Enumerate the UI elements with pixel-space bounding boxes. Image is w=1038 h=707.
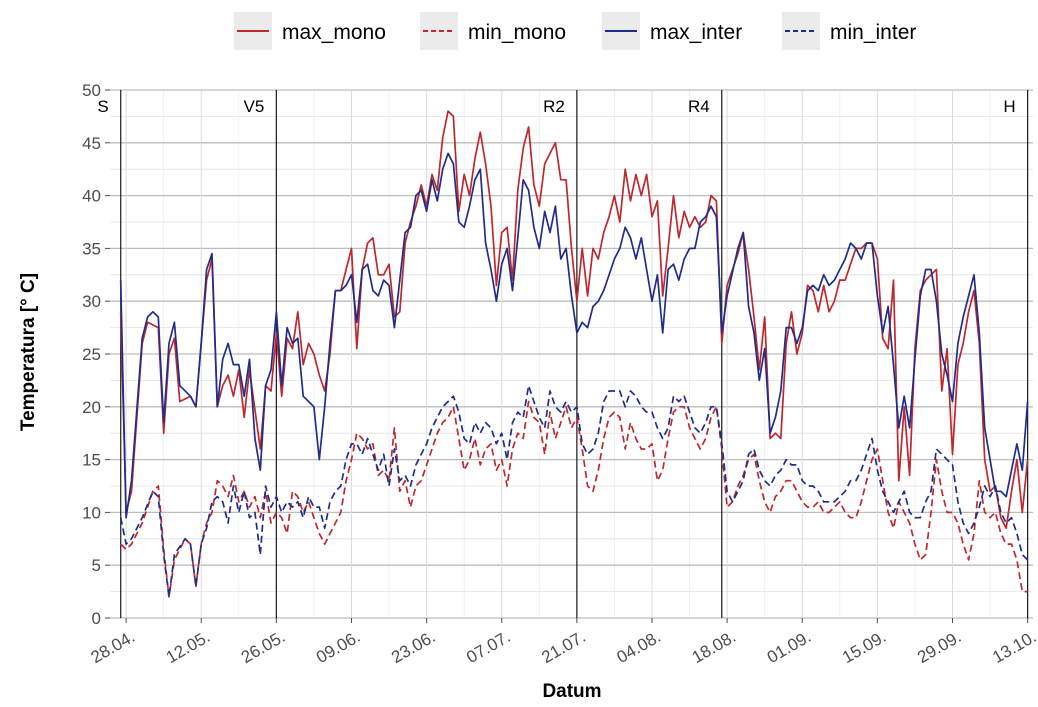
y-tick-label: 45	[82, 134, 101, 153]
series-line-max-mono	[119, 110, 1029, 530]
stage-label: R2	[543, 97, 565, 116]
legend-label: max_mono	[282, 21, 386, 44]
series-line-min-mono	[120, 400, 1028, 598]
y-tick-label: 30	[82, 292, 101, 311]
y-tick-label: 50	[82, 81, 101, 100]
stage-label: S	[97, 97, 108, 116]
stage-label: H	[1003, 97, 1015, 116]
y-tick-label: 15	[82, 451, 101, 470]
stage-label: V5	[244, 97, 265, 116]
y-tick-label: 35	[82, 239, 101, 258]
legend: max_mono min_mono max_inter min_inter	[234, 12, 916, 50]
series-group	[119, 110, 1029, 598]
y-tick-label: 40	[82, 187, 101, 206]
y-tick-label: 20	[82, 398, 101, 417]
x-axis-title: Datum	[542, 681, 601, 702]
stage-label: R4	[688, 97, 710, 116]
y-tick-label: 0	[92, 609, 101, 628]
y-axis-ticks: 0 5 10 15 20 25 30 35 40 45 50	[82, 81, 110, 628]
y-tick-label: 10	[82, 503, 101, 522]
legend-label: min_inter	[830, 21, 916, 44]
stage-lines	[120, 90, 1029, 618]
stage-labels: S V5 R2 R4 H	[97, 97, 1015, 116]
legend-label: min_mono	[468, 21, 566, 44]
y-axis-title: Temperatura [° C]	[18, 273, 39, 431]
series-line-max-inter	[119, 152, 1029, 519]
legend-label: max_inter	[650, 21, 742, 44]
y-tick-label: 25	[82, 345, 101, 364]
y-tick-label: 5	[92, 556, 101, 575]
series-line-min-inter	[119, 384, 1029, 598]
